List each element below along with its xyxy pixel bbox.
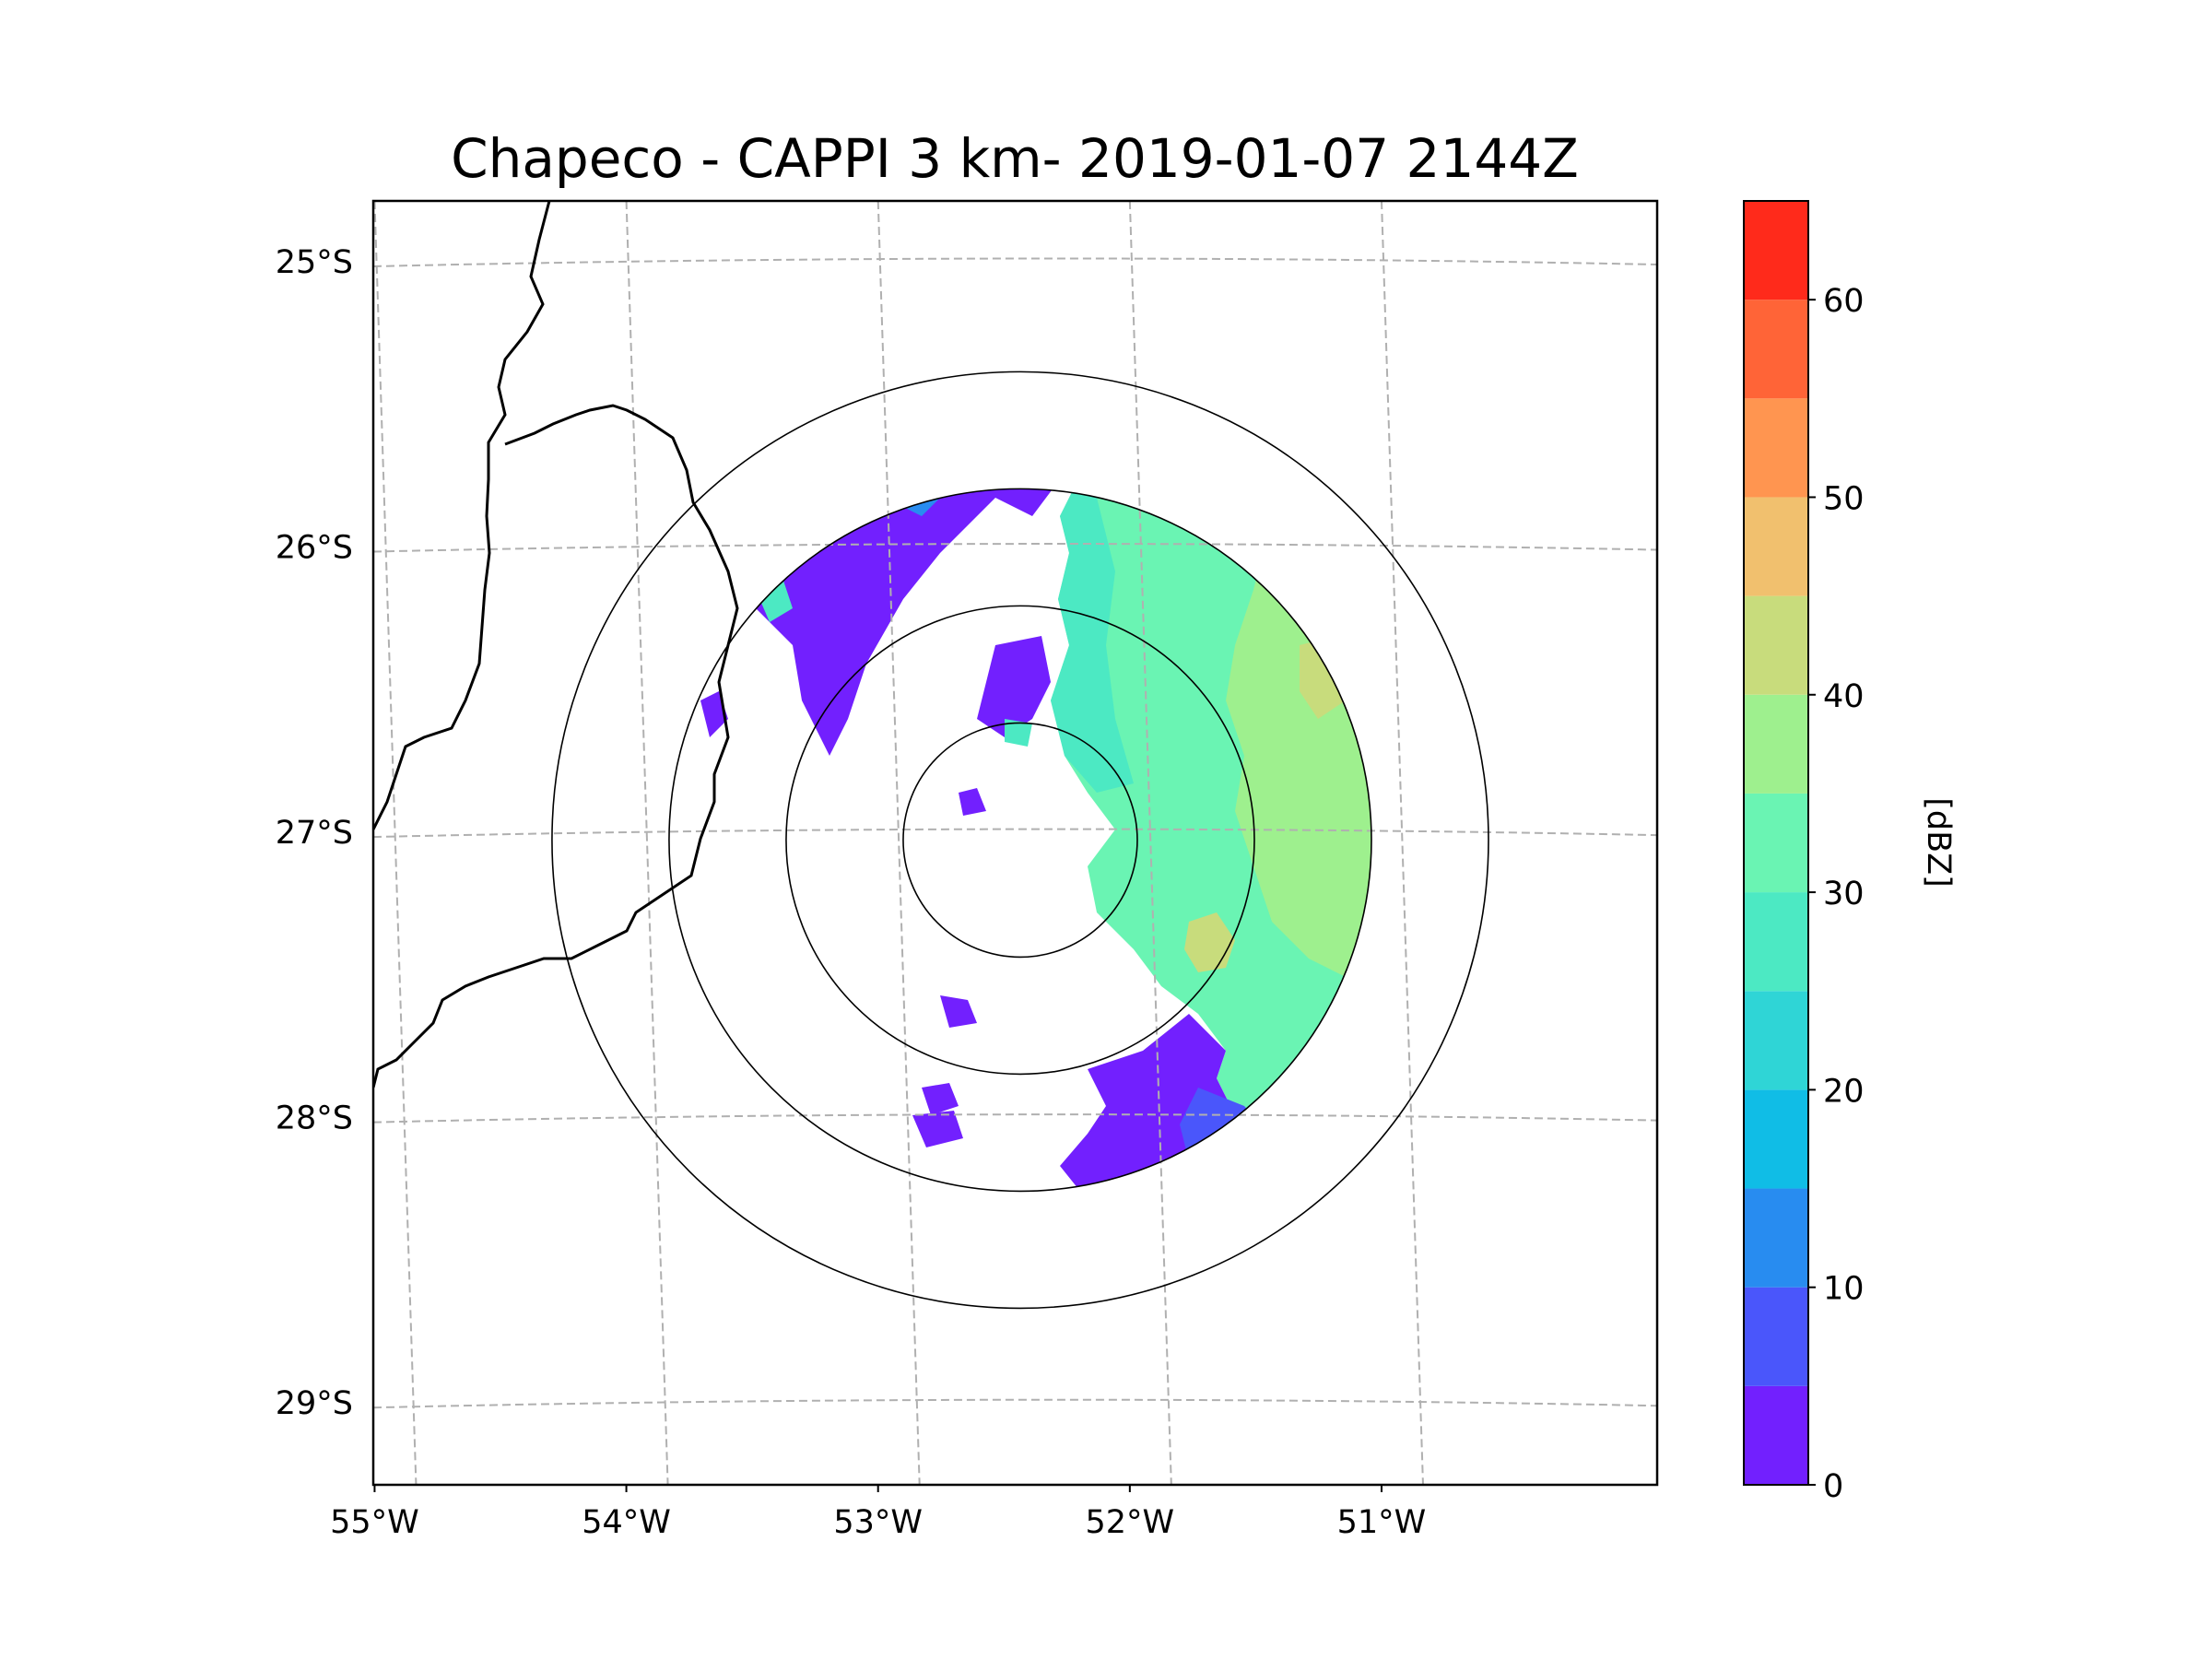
meridian-gridline bbox=[877, 201, 921, 1485]
international-border bbox=[373, 201, 551, 830]
meridian-gridline bbox=[1128, 201, 1172, 1485]
x-tick-label: 52°W bbox=[1086, 1504, 1175, 1541]
echo-scattered-cell bbox=[922, 1083, 959, 1115]
colorbar-segments bbox=[1744, 201, 1808, 1485]
y-tick-label: 25°S bbox=[276, 244, 353, 281]
political-borders bbox=[373, 201, 739, 1088]
colorbar-segment bbox=[1744, 595, 1808, 695]
colorbar-segment bbox=[1744, 1287, 1808, 1386]
colorbar-segment bbox=[1744, 694, 1808, 794]
range-ring bbox=[902, 722, 1138, 959]
colorbar-segment bbox=[1744, 1385, 1808, 1485]
colorbar-segment bbox=[1744, 398, 1808, 498]
state-border bbox=[373, 404, 739, 1088]
meridian-gridline bbox=[1380, 201, 1424, 1485]
echo-weak-rain bbox=[1051, 488, 1134, 793]
range-ring bbox=[668, 488, 1372, 1193]
echo-northwest-band bbox=[668, 488, 1060, 756]
echo-scattered-cell bbox=[977, 636, 1051, 737]
y-tick-label: 29°S bbox=[276, 1385, 353, 1422]
longitude-tick-labels: 55°W 54°W 53°W 52°W 51°W bbox=[330, 1485, 1426, 1541]
colorbar-ticks: 0 10 20 30 40 50 60 bbox=[1808, 283, 1865, 1505]
y-tick-label: 26°S bbox=[276, 530, 353, 567]
x-tick-label: 54°W bbox=[582, 1504, 671, 1541]
x-tick-label: 55°W bbox=[330, 1504, 419, 1541]
y-tick-label: 27°S bbox=[276, 815, 353, 852]
colorbar-tick-label: 40 bbox=[1823, 678, 1865, 715]
colorbar-segment bbox=[1744, 793, 1808, 893]
map-background bbox=[373, 201, 1657, 1485]
colorbar-segment bbox=[1744, 201, 1808, 300]
range-rings bbox=[551, 371, 1489, 1310]
latitude-tick-labels: 25°S 26°S 27°S 28°S 29°S bbox=[276, 244, 353, 1422]
colorbar-tick-label: 0 bbox=[1823, 1468, 1843, 1505]
colorbar-tick-label: 20 bbox=[1823, 1073, 1865, 1110]
echo-scattered-cell bbox=[940, 995, 977, 1028]
x-tick-label: 53°W bbox=[833, 1504, 923, 1541]
chart-title: Chapeco - CAPPI 3 km- 2019-01-07 2144Z bbox=[451, 127, 1579, 190]
colorbar: 0 10 20 30 40 50 60 [dBZ] bbox=[1743, 200, 1957, 1505]
colorbar-tick-label: 60 bbox=[1823, 283, 1865, 320]
colorbar-tick-label: 50 bbox=[1823, 480, 1865, 517]
colorbar-segment bbox=[1744, 497, 1808, 596]
colorbar-tick-label: 10 bbox=[1823, 1271, 1865, 1308]
colorbar-segment bbox=[1744, 300, 1808, 399]
y-tick-label: 28°S bbox=[276, 1100, 353, 1137]
colorbar-segment bbox=[1744, 892, 1808, 992]
echo-scattered-cell bbox=[912, 1111, 963, 1147]
x-tick-label: 51°W bbox=[1337, 1504, 1427, 1541]
colorbar-segment bbox=[1744, 991, 1808, 1090]
range-ring bbox=[785, 605, 1255, 1076]
meridian-gridline bbox=[373, 201, 418, 1485]
echo-scattered-cell bbox=[1005, 719, 1032, 747]
map-frame bbox=[371, 199, 1659, 1487]
range-ring bbox=[551, 371, 1489, 1310]
colorbar-segment bbox=[1744, 1188, 1808, 1288]
echo-moderate-rain bbox=[1226, 516, 1371, 977]
colorbar-label: [dBZ] bbox=[1920, 797, 1957, 888]
colorbar-segment bbox=[1744, 1089, 1808, 1189]
colorbar-frame bbox=[1743, 200, 1809, 1486]
echo-scattered-cell bbox=[959, 788, 986, 816]
colorbar-tick-label: 30 bbox=[1823, 876, 1865, 912]
